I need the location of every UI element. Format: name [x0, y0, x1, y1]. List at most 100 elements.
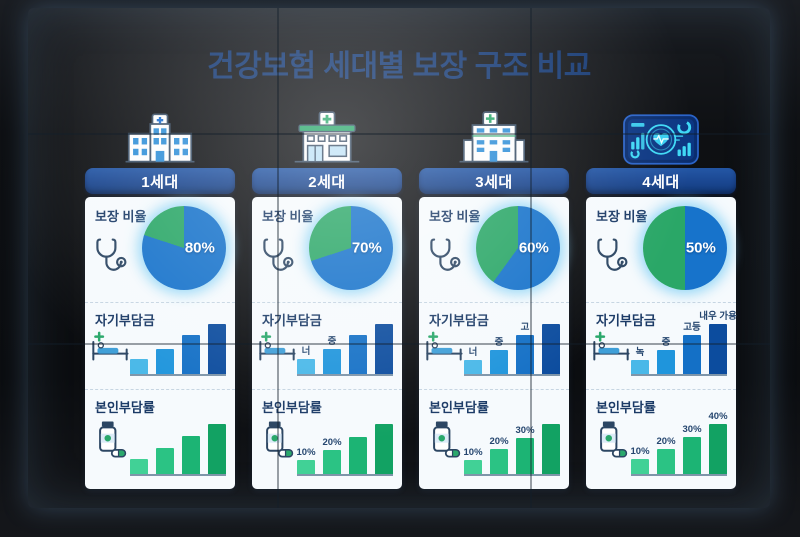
bar-label: 40% [708, 410, 728, 422]
bar [297, 460, 315, 474]
medicine-bottle-icon [593, 420, 629, 465]
copay-label: 자기부담금 [596, 313, 656, 328]
bar [657, 449, 675, 474]
medicine-bottle-icon [426, 420, 462, 465]
bar-item: 20% [322, 436, 342, 474]
bar [464, 460, 482, 474]
burden-section: 본인부담률 10% 20% 30% [419, 389, 569, 489]
burden-section: 본인부담률 10% 20% 30% 40% [586, 389, 736, 489]
generation-column: 4세대 보장 비율 50% [586, 112, 737, 489]
burden-label: 본인부담률 [596, 400, 656, 415]
coverage-pie-chart: 80% [142, 206, 226, 290]
bar-item: 10% [630, 445, 650, 474]
bar-item [156, 446, 174, 474]
generation-header-label: 1세대 [141, 173, 179, 191]
generation-column: 2세대 보장 비율 70% [252, 111, 402, 489]
page-title: 건강보험 세대별 보장 구조 비교 [207, 50, 591, 83]
bar [297, 359, 315, 374]
bar [709, 424, 727, 474]
bar [130, 459, 148, 474]
bar-item: 10% [464, 447, 483, 474]
bar-label: 너 [301, 345, 311, 357]
bar [323, 349, 341, 374]
bar-label: 고 [520, 321, 530, 333]
bar-item [375, 422, 393, 474]
hospital-bed-icon [591, 331, 631, 368]
bar-item: 너 [297, 345, 315, 374]
bar-item: 10% [296, 446, 316, 474]
copay-section: 자기부담금 [85, 302, 235, 389]
hospital-modern-icon [419, 111, 569, 166]
bar [683, 437, 701, 474]
bar-item [130, 457, 148, 474]
bar-item: 30% [682, 423, 702, 474]
bar-label: 중 [327, 335, 337, 347]
bar-label: 10% [296, 446, 316, 458]
copay-bar-chart [130, 310, 226, 376]
generation-column: 1세대 보장 비율 80% [85, 112, 235, 489]
bar [709, 324, 727, 374]
bar-item: 중 [323, 335, 341, 374]
bar [657, 350, 675, 374]
stethoscope-icon [593, 235, 629, 278]
stethoscope-icon [259, 235, 295, 278]
bar [375, 324, 393, 374]
bar-label: 30% [515, 424, 535, 436]
hospital-bed-icon [257, 331, 297, 368]
bar-item: 녹 [631, 346, 649, 374]
bar-label: 녹 [635, 346, 645, 358]
medicine-bottle-icon [92, 420, 128, 465]
bar-label: 10% [630, 445, 650, 457]
bar-label: 30% [682, 423, 702, 435]
bar [156, 448, 174, 474]
coverage-pie-chart: 60% [476, 206, 560, 290]
bar [683, 335, 701, 374]
bar [323, 450, 341, 474]
copay-section: 자기부담금 녹 중 고등 내우 가용 [586, 302, 737, 389]
bar-item: 40% [708, 410, 728, 474]
generation-card: 보장 비율 50% 자기부담금 [586, 197, 737, 489]
generation-card: 보장 비율 60% 자기부담금 [419, 197, 569, 489]
bar-item [375, 322, 393, 374]
bar-item: 고등 [683, 321, 701, 374]
hospital-bed-icon [90, 331, 130, 368]
bar-item [156, 347, 174, 374]
bar-item [208, 422, 226, 474]
bar-item: 고 [516, 321, 534, 374]
burden-bar-chart: 10% 20% 30% 40% [630, 406, 728, 476]
bar [182, 436, 200, 474]
coverage-section: 보장 비율 50% [586, 197, 736, 302]
bar-item [182, 333, 200, 374]
bar [631, 360, 649, 374]
copay-bar-chart: 너 중 고 [464, 310, 560, 376]
generation-card: 보장 비율 70% 자기부담금 [252, 197, 402, 489]
bar [631, 459, 649, 474]
bar-label: 20% [489, 435, 509, 447]
bar-label: 고등 [683, 321, 701, 333]
generation-header-label: 3세대 [475, 173, 513, 191]
coverage-section: 보장 비율 60% [419, 197, 569, 302]
coverage-section: 보장 비율 80% [85, 197, 235, 302]
burden-bar-chart: 10% 20% [297, 406, 393, 476]
burden-bar-chart: 10% 20% 30% [464, 406, 560, 476]
generation-header: 3세대 [419, 168, 569, 194]
coverage-percent-label: 50% [685, 239, 716, 257]
digital-health-monitor-icon [586, 112, 736, 166]
copay-label: 자기부담금 [95, 313, 155, 328]
coverage-percent-label: 80% [184, 239, 215, 257]
display-screen: 건강보험 세대별 보장 구조 비교 1세 [28, 8, 770, 508]
copay-section: 자기부담금 너 중 고 [419, 302, 569, 389]
burden-bar-chart [130, 406, 226, 476]
bar-label: 20% [322, 436, 342, 448]
coverage-label: 보장 비율 [262, 209, 314, 224]
generation-header: 2세대 [252, 168, 402, 194]
clinic-icon [252, 111, 402, 166]
medicine-bottle-icon [259, 420, 295, 465]
coverage-label: 보장 비율 [429, 209, 481, 224]
bar [375, 424, 393, 474]
generation-header: 1세대 [85, 168, 235, 194]
generation-header-label: 4세대 [642, 173, 680, 191]
bar-item: 30% [515, 424, 535, 474]
generation-header: 4세대 [586, 168, 736, 194]
